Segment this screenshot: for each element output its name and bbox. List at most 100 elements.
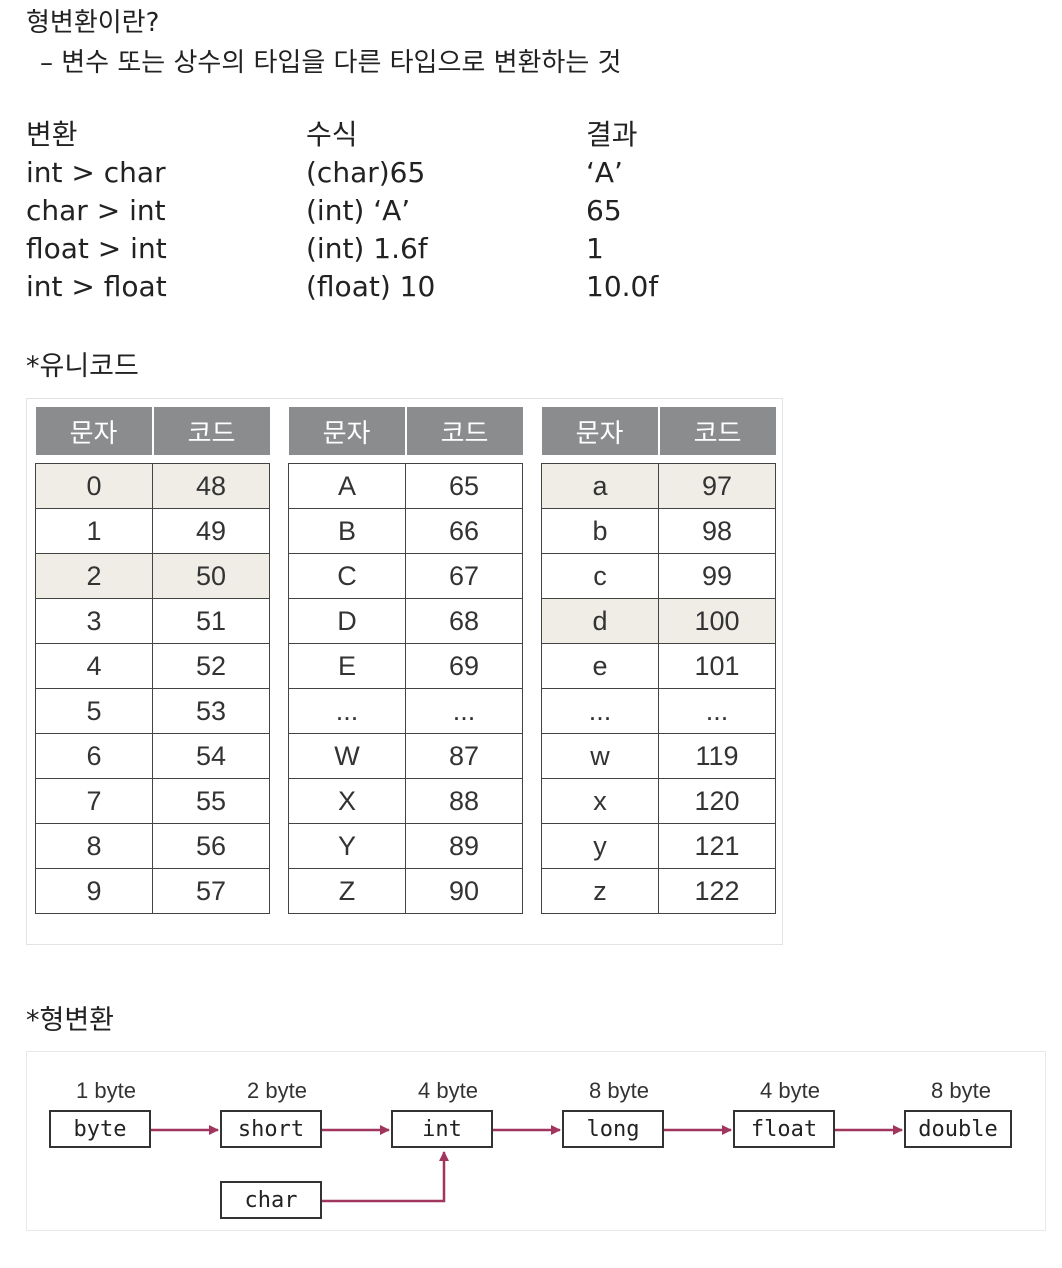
table-row: b 98 [541, 508, 776, 554]
type-size-label: 4 byte [760, 1078, 820, 1103]
code-cell: 120 [658, 778, 776, 824]
unicode-tables-image: 문자 코드 0 48 1 49 2 50 3 51 4 52 5 53 6 54 7 55 8 56 9 57 문자 … [26, 398, 783, 945]
table-row: 3 51 [35, 598, 270, 644]
type-size-label: 1 byte [76, 1078, 136, 1103]
conversion-col-expr: 수식 (char)65 (int) ‘A’ (int) 1.6f (float)… [306, 116, 435, 306]
table-header-char: 문자 [541, 407, 659, 455]
table-header-char: 문자 [288, 407, 406, 455]
conversion-cell: float > int [26, 232, 167, 265]
code-cell: 50 [152, 553, 270, 599]
cast-section-title: *형변환 [26, 1005, 115, 1036]
table-row: D 68 [288, 598, 523, 644]
table-row: ...... [288, 688, 523, 734]
code-cell: 87 [405, 733, 523, 779]
char-cell: B [288, 508, 406, 554]
code-cell: 67 [405, 553, 523, 599]
char-cell: a [541, 463, 659, 509]
code-cell: 99 [658, 553, 776, 599]
char-cell: y [541, 823, 659, 869]
conversion-cell: int > float [26, 270, 167, 303]
code-cell: 97 [658, 463, 776, 509]
diagram-arrows [151, 1125, 903, 1203]
char-cell: 8 [35, 823, 153, 869]
char-cell: b [541, 508, 659, 554]
table-row: z 122 [541, 868, 776, 914]
table-row: w 119 [541, 733, 776, 779]
code-cell: 65 [405, 463, 523, 509]
conversion-cell: 65 [586, 194, 622, 227]
char-cell: 3 [35, 598, 153, 644]
table-header-code: 코드 [151, 407, 270, 455]
conversion-cell: int > char [26, 156, 166, 189]
type-promotion-diagram: 1 byte byte 2 byte short 4 byte int 8 by… [26, 1051, 1046, 1231]
table-row: e 101 [541, 643, 776, 689]
char-cell: D [288, 598, 406, 644]
char-cell: 2 [35, 553, 153, 599]
table-row: A 65 [288, 463, 523, 509]
char-cell: z [541, 868, 659, 914]
code-cell: 57 [152, 868, 270, 914]
code-cell: 119 [658, 733, 776, 779]
conversion-col-result: 결과 ‘A’ 65 1 10.0f [586, 116, 658, 306]
code-cell: 53 [152, 688, 270, 734]
table-row: C 67 [288, 553, 523, 599]
unicode-table-uppercase: 문자 코드 A 65 B 66 C 67 D 68 E 69...... W 87 X 88 Y 89 Z 90 [288, 407, 523, 914]
table-row: c 99 [541, 553, 776, 599]
table-row: E 69 [288, 643, 523, 689]
table-row: x 120 [541, 778, 776, 824]
char-cell: 7 [35, 778, 153, 824]
code-cell: 122 [658, 868, 776, 914]
table-row: 5 53 [35, 688, 270, 734]
conversion-cell: ‘A’ [586, 156, 623, 189]
type-box-int: int [391, 1110, 493, 1148]
table-row: X 88 [288, 778, 523, 824]
code-cell: ... [658, 688, 776, 734]
type-box-double: double [904, 1110, 1012, 1148]
conversion-header-expr: 수식 [306, 118, 358, 151]
char-cell: E [288, 643, 406, 689]
char-cell: 6 [35, 733, 153, 779]
table-row: a 97 [541, 463, 776, 509]
code-cell: 49 [152, 508, 270, 554]
code-cell: 48 [152, 463, 270, 509]
table-row: 9 57 [35, 868, 270, 914]
type-box-float: float [733, 1110, 835, 1148]
table-spacer [542, 455, 776, 464]
code-cell: 101 [658, 643, 776, 689]
code-cell: 98 [658, 508, 776, 554]
code-cell: 90 [405, 868, 523, 914]
definition-text: – 변수 또는 상수의 타입을 다른 타입으로 변환하는 것 [40, 48, 622, 78]
char-cell: X [288, 778, 406, 824]
conversion-cell: char > int [26, 194, 166, 227]
char-cell: c [541, 553, 659, 599]
type-box-char: char [220, 1181, 322, 1219]
code-cell: 68 [405, 598, 523, 644]
type-size-label: 2 byte [247, 1078, 307, 1103]
table-row: W 87 [288, 733, 523, 779]
conversion-cell: (char)65 [306, 156, 426, 189]
type-box-short: short [220, 1110, 322, 1148]
table-header-code: 코드 [404, 407, 523, 455]
conversion-cell: (int) ‘A’ [306, 194, 411, 227]
conversion-cell: (float) 10 [306, 270, 436, 303]
code-cell: 121 [658, 823, 776, 869]
table-spacer [36, 455, 270, 464]
table-row: 6 54 [35, 733, 270, 779]
unicode-table-lowercase: 문자 코드 a 97 b 98 c 99 d 100 e 101...... w 119 x 120 y 12… [541, 407, 776, 914]
conversion-cell: 10.0f [586, 270, 659, 303]
conversion-header-result: 결과 [586, 118, 638, 151]
table-row: d 100 [541, 598, 776, 644]
char-cell: 0 [35, 463, 153, 509]
table-row: 2 50 [35, 553, 270, 599]
code-cell: 66 [405, 508, 523, 554]
code-cell: 56 [152, 823, 270, 869]
conversion-cell: (int) 1.6f [306, 232, 428, 265]
table-row: 0 48 [35, 463, 270, 509]
table-row: y 121 [541, 823, 776, 869]
char-cell: 9 [35, 868, 153, 914]
code-cell: 52 [152, 643, 270, 689]
table-row: 8 56 [35, 823, 270, 869]
type-size-label: 4 byte [418, 1078, 478, 1103]
table-row: B 66 [288, 508, 523, 554]
conversion-cell: 1 [586, 232, 604, 265]
